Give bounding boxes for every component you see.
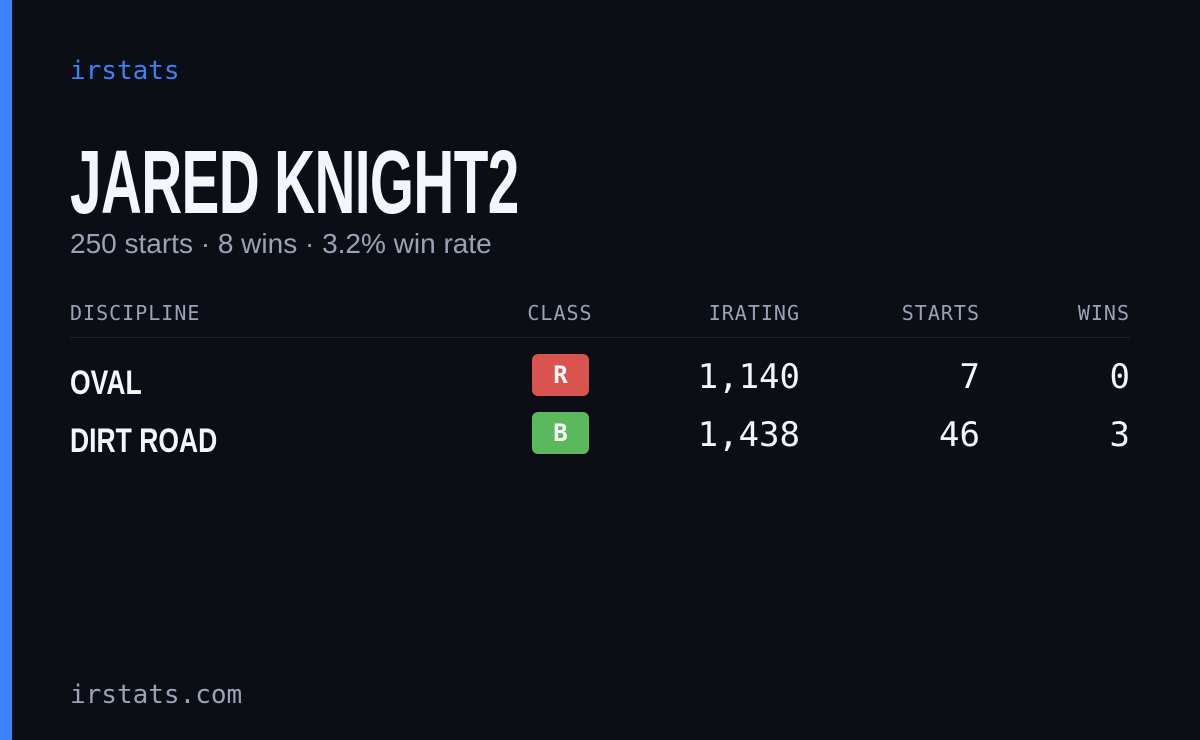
irating: 1,140	[697, 357, 800, 397]
summary: 250 starts · 8 wins · 3.2% win rate	[70, 228, 492, 259]
wins: 3	[1109, 415, 1130, 455]
header-rule	[70, 337, 1130, 338]
class-badge: R	[532, 354, 589, 396]
accent-bar	[0, 0, 12, 740]
discipline: DIRT ROAD	[70, 422, 218, 460]
column-header: DISCIPLINE	[70, 301, 201, 325]
footer: irstats.com	[70, 680, 243, 710]
column-header: WINS	[1077, 301, 1130, 325]
wins: 0	[1109, 357, 1130, 397]
discipline: OVAL	[70, 364, 142, 402]
column-header: CLASS	[527, 301, 593, 325]
column-header: IRATING	[708, 301, 800, 325]
column-header: STARTS	[901, 301, 980, 325]
starts: 46	[939, 415, 980, 455]
driver-name: JARED KNIGHT2	[70, 133, 519, 233]
starts: 7	[959, 357, 980, 397]
irating: 1,438	[697, 415, 800, 455]
class-badge: B	[532, 412, 589, 454]
brand: irstats	[70, 56, 180, 86]
